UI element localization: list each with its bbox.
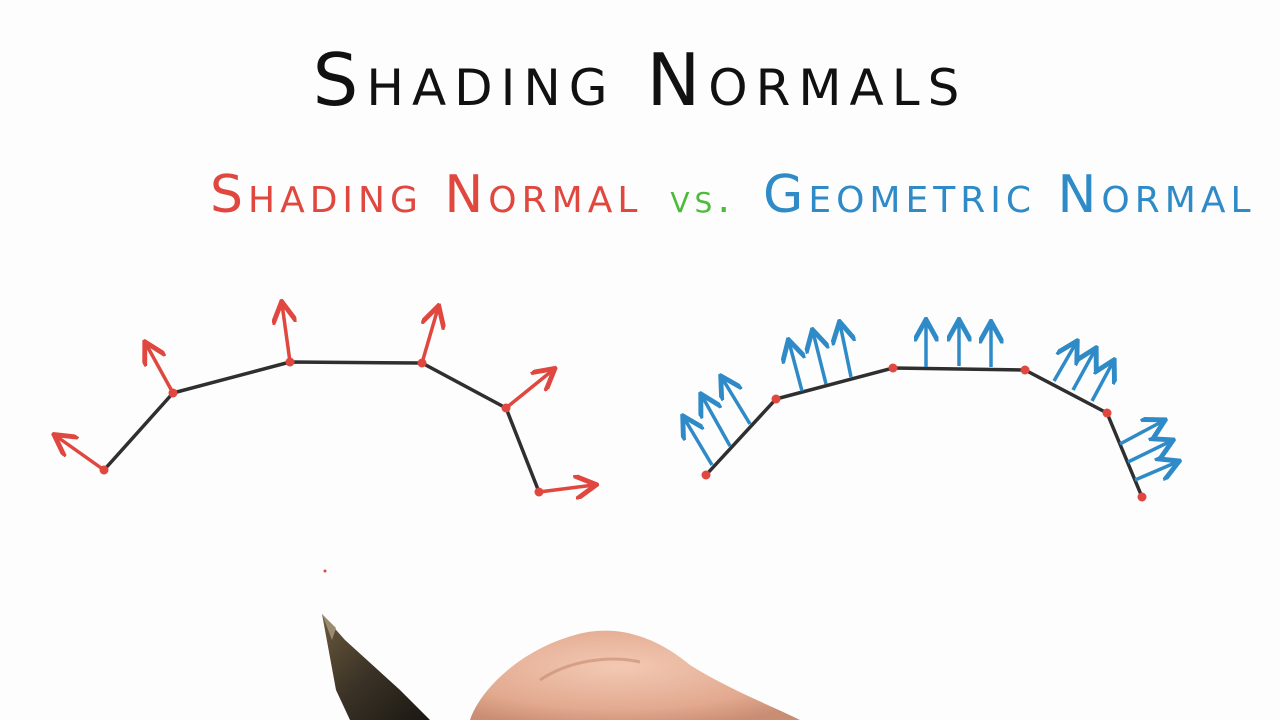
geometric-normal-arrow <box>1119 421 1163 446</box>
pen-shape <box>322 614 430 720</box>
vertex-dot <box>771 394 781 404</box>
geometric-normal-arrow <box>840 324 851 378</box>
geometric-normal-label: Geometric Normal <box>763 165 1256 225</box>
geometric-normal-arrow <box>702 396 732 447</box>
left-curve-line <box>102 360 541 493</box>
geometric-normal-arrow <box>1052 343 1076 382</box>
geometric-normal-arrow <box>722 378 752 425</box>
geometric-normal-arrow <box>684 418 714 466</box>
shading-normal-arrow <box>504 370 553 410</box>
left-vertices <box>99 357 544 497</box>
shading-normal-arrow <box>538 485 594 492</box>
right-vertices <box>701 363 1147 502</box>
hand-shape <box>470 630 800 720</box>
right-curve-line <box>704 366 1144 498</box>
vertex-dot <box>1137 492 1147 502</box>
vertex-dot <box>417 358 427 368</box>
shading-normal-arrow <box>420 308 438 364</box>
geometric-normal-arrow <box>813 332 826 385</box>
vertex-dot <box>168 388 178 398</box>
shading-normals-curve <box>56 304 594 497</box>
shading-normal-label: Shading Normal <box>210 165 643 225</box>
geometric-normal-arrow <box>1071 350 1095 391</box>
shading-normal-arrow <box>56 436 106 472</box>
page-title: Shading Normals <box>312 38 968 122</box>
geometric-normals-curve <box>684 322 1177 502</box>
vertex-dot <box>285 357 295 367</box>
versus-label: vs. <box>670 176 736 222</box>
vertex-dot <box>1102 408 1112 418</box>
geometric-normal-arrow <box>1134 462 1177 482</box>
subtitle-row: Shading Normal vs. Geometric Normal <box>210 165 1251 225</box>
vertex-dot <box>1020 365 1030 375</box>
geometric-normal-arrow <box>789 342 802 392</box>
hand-with-pen <box>322 614 800 720</box>
vertex-dot <box>501 403 511 413</box>
vertex-dot <box>534 487 544 497</box>
geometric-normal-arrows <box>684 322 1177 482</box>
pen-tip <box>322 614 336 640</box>
vertex-dot <box>701 470 711 480</box>
geometric-normal-arrow <box>1127 441 1171 464</box>
shading-normal-arrow <box>146 344 175 394</box>
stray-dot <box>323 569 327 573</box>
geometric-normal-arrow <box>1090 362 1113 402</box>
vertex-dot <box>99 465 109 475</box>
vertex-dot <box>888 363 898 373</box>
shading-normal-arrows <box>56 304 594 492</box>
shading-normal-arrow <box>282 304 290 363</box>
